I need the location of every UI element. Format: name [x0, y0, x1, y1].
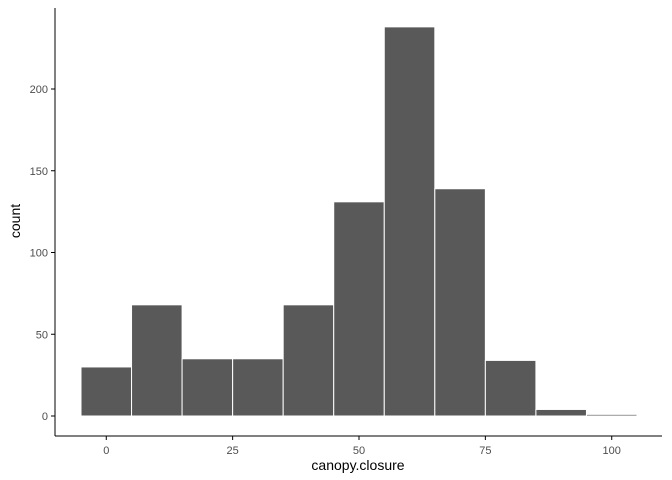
histogram-bar: [181, 358, 234, 417]
histogram-bar: [585, 413, 638, 417]
x-tick-label: 75: [479, 445, 491, 457]
y-tick-label: 0: [42, 411, 48, 423]
histogram-bar: [535, 408, 587, 417]
y-tick-label: 100: [30, 248, 48, 260]
x-tick-label: 100: [603, 445, 621, 457]
histogram-bar: [80, 366, 133, 417]
histogram-bar: [131, 304, 183, 417]
y-axis-title: count: [7, 204, 23, 238]
y-tick-label: 150: [30, 166, 48, 178]
histogram-bar: [282, 304, 335, 417]
histogram-bar: [383, 26, 436, 417]
y-tick-label: 200: [30, 84, 48, 96]
histogram-bar: [434, 188, 486, 417]
ticks-layer: 0 25 50 75 100 0 50 100 150 200: [30, 84, 621, 457]
histogram-bar: [333, 201, 385, 417]
x-tick-label: 25: [227, 445, 239, 457]
histogram-bar: [232, 358, 284, 417]
x-tick-label: 0: [103, 445, 109, 457]
x-axis-title: canopy.closure: [311, 457, 404, 473]
bars-layer: [80, 26, 638, 417]
histogram-bar: [484, 359, 537, 417]
x-tick-label: 50: [353, 445, 365, 457]
y-tick-label: 50: [36, 329, 48, 341]
